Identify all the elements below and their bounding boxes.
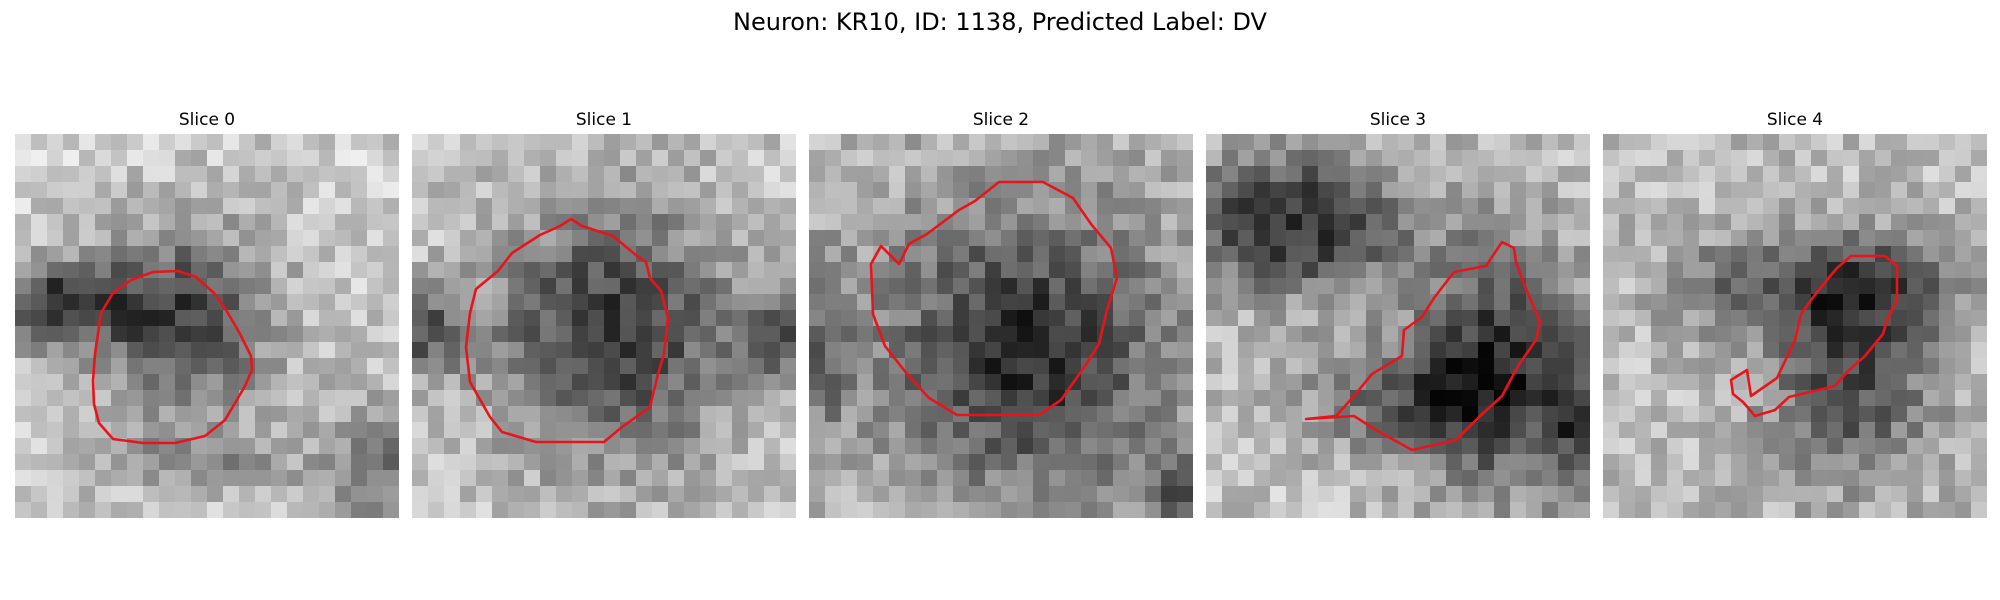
grayscale-pixels-3 xyxy=(1206,134,1590,518)
cell-contour-2 xyxy=(869,180,1119,417)
slice-image-0 xyxy=(15,134,399,518)
slice-panel-1: Slice 1 xyxy=(412,108,796,518)
slice-title-2: Slice 2 xyxy=(972,110,1030,130)
slice-panel-0: Slice 0 xyxy=(15,108,399,518)
cell-contour-4 xyxy=(1729,254,1899,418)
cell-contour-3 xyxy=(1304,240,1542,452)
slice-panel-3: Slice 3 xyxy=(1206,108,1590,518)
grayscale-pixels-4 xyxy=(1603,134,1987,518)
grayscale-pixels-1 xyxy=(412,134,796,518)
slice-image-2 xyxy=(809,134,1193,518)
cell-contour-1 xyxy=(464,217,670,444)
figure-title: Neuron: KR10, ID: 1138, Predicted Label:… xyxy=(733,8,1267,36)
grayscale-pixels-2 xyxy=(809,134,1193,518)
slice-panel-4: Slice 4 xyxy=(1603,108,1987,518)
slice-image-3 xyxy=(1206,134,1590,518)
grayscale-pixels-0 xyxy=(15,134,399,518)
cell-contour-0 xyxy=(91,269,254,445)
slice-image-4 xyxy=(1603,134,1987,518)
slice-title-0: Slice 0 xyxy=(178,110,236,130)
slice-title-1: Slice 1 xyxy=(575,110,633,130)
slice-title-3: Slice 3 xyxy=(1369,110,1427,130)
slice-panel-2: Slice 2 xyxy=(809,108,1193,518)
slice-title-4: Slice 4 xyxy=(1766,110,1824,130)
slice-image-1 xyxy=(412,134,796,518)
